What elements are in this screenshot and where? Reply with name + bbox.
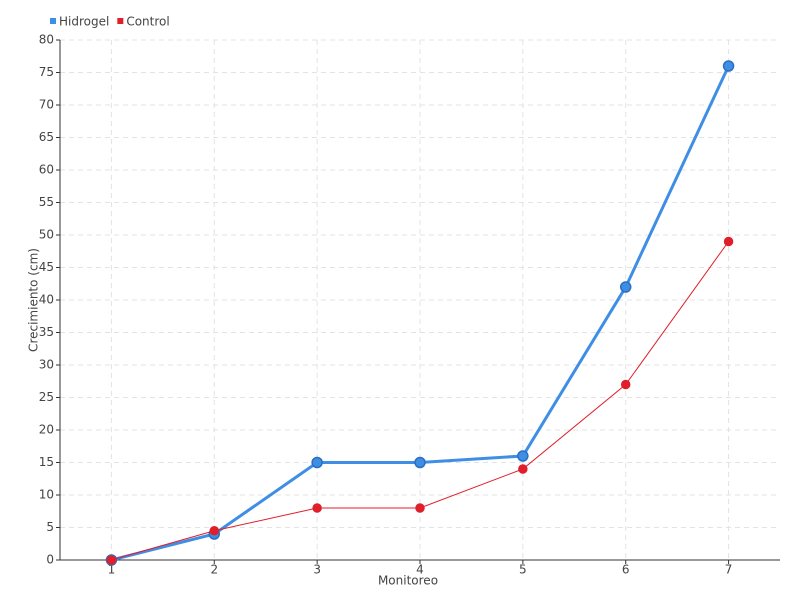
x-tick-label: 2 [210,563,218,577]
y-tick-label: 10 [39,488,54,502]
data-point [415,503,425,513]
data-point [311,456,323,469]
data-point [723,236,734,247]
y-tick-label: 5 [46,520,54,534]
y-tick-label: 75 [39,65,54,79]
data-point [106,555,117,565]
data-point [414,456,426,469]
legend-swatch [50,18,56,24]
y-tick-label: 40 [39,293,54,307]
y-tick-label: 50 [39,228,54,242]
y-tick-label: 70 [39,98,54,112]
y-tick-label: 35 [39,325,54,339]
y-tick-label: 60 [39,163,54,177]
x-tick-label: 1 [108,563,116,577]
y-axis-label: Crecimiento (cm) [27,248,41,352]
x-tick-label: 6 [622,563,630,577]
y-tick-label: 30 [39,358,54,372]
legend-label: Control [126,15,169,29]
data-point [312,503,322,513]
data-point [620,379,631,390]
data-point [518,464,528,474]
x-tick-label: 3 [313,563,321,577]
data-point [722,60,735,72]
x-tick-label: 7 [725,563,733,577]
data-point [517,450,529,462]
legend-label: Hidrogel [59,15,109,29]
y-tick-label: 25 [39,390,54,404]
x-tick-label: 4 [416,563,424,577]
x-tick-label: 5 [519,563,527,577]
y-tick-label: 15 [39,455,54,469]
y-tick-label: 65 [39,130,54,144]
y-tick-label: 20 [39,423,54,437]
legend-swatch [117,18,124,24]
data-point [209,526,220,536]
x-axis-label: Monitoreo [378,574,438,588]
data-point [619,281,632,293]
y-tick-label: 55 [39,195,54,209]
y-tick-label: 45 [39,260,54,274]
y-tick-label: 0 [46,553,54,567]
y-tick-label: 80 [39,33,54,47]
